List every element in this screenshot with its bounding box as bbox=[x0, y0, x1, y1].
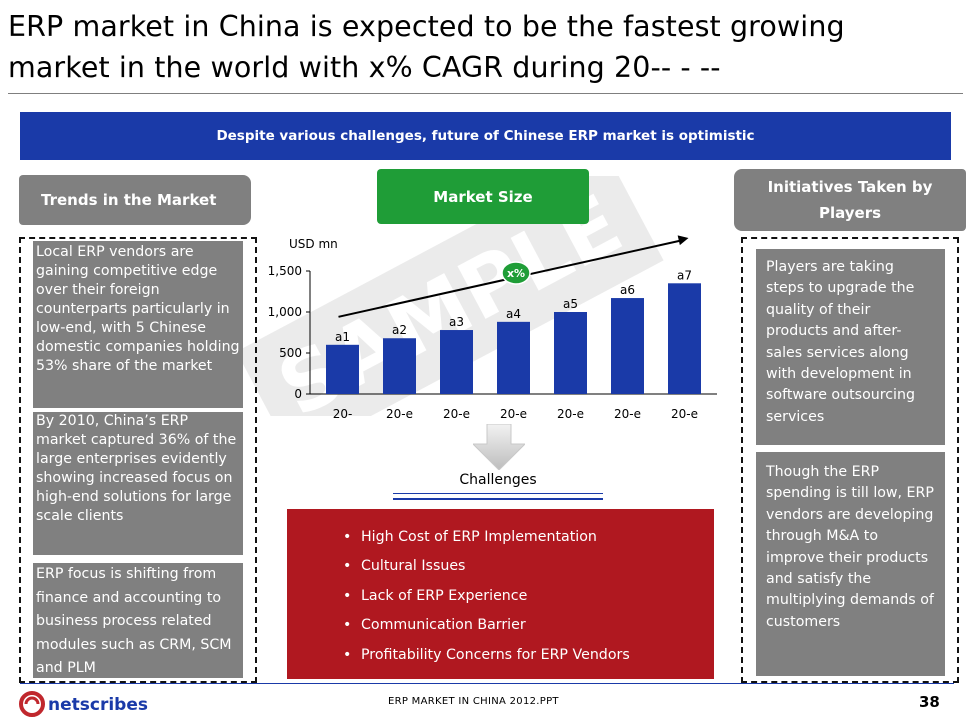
bar-data-label: a3 bbox=[449, 315, 464, 329]
y-tick-label: 500 bbox=[279, 346, 302, 360]
right-dashed-frame bbox=[741, 237, 959, 683]
bar-data-label: a7 bbox=[677, 268, 692, 282]
page-number: 38 bbox=[919, 693, 940, 711]
bar-data-label: a6 bbox=[620, 283, 635, 297]
initiatives-header: Initiatives Taken by Players bbox=[734, 169, 966, 231]
bar bbox=[497, 321, 530, 394]
challenges-label: Challenges bbox=[459, 472, 537, 488]
trend-box-3: ERP focus is shifting from finance and a… bbox=[33, 563, 243, 678]
x-tick-label: 20- bbox=[333, 407, 353, 421]
slide-title: ERP market in China is expected to be th… bbox=[8, 6, 958, 88]
bar-data-label: a1 bbox=[335, 330, 350, 344]
initiative-box-2: Though the ERP spending is till low, ERP… bbox=[756, 452, 945, 676]
slide-title-line2: market in the world with x% CAGR during … bbox=[8, 51, 721, 84]
market-size-chart: USD mn 0 500 1,000 1,500 a1 20- a2 20-e a3 20-e a4 2… bbox=[268, 235, 717, 421]
logo-wordmark: netscribes bbox=[48, 695, 148, 715]
summary-banner: Despite various challenges, future of Ch… bbox=[20, 112, 951, 160]
bar bbox=[611, 298, 644, 394]
x-tick-label: 20-e bbox=[557, 407, 584, 421]
bar bbox=[668, 283, 701, 394]
x-tick-label: 20-e bbox=[500, 407, 527, 421]
title-divider bbox=[8, 93, 963, 94]
bar bbox=[440, 330, 473, 394]
bar-data-label: a5 bbox=[563, 297, 578, 311]
market-size-header: Market Size bbox=[377, 169, 589, 224]
y-tick-label: 1,000 bbox=[268, 305, 302, 319]
challenges-underline bbox=[393, 493, 603, 500]
challenge-item: Lack of ERP Experience bbox=[343, 582, 714, 612]
bar bbox=[554, 312, 587, 394]
x-tick-label: 20-e bbox=[671, 407, 698, 421]
initiative-box-1: Players are taking steps to upgrade the … bbox=[756, 249, 945, 445]
challenge-item: High Cost of ERP Implementation bbox=[343, 523, 714, 553]
x-tick-label: 20-e bbox=[614, 407, 641, 421]
trend-box-1: Local ERP vendors are gaining competitiv… bbox=[33, 241, 243, 408]
bar-data-label: a4 bbox=[506, 307, 521, 321]
cagr-label: x% bbox=[507, 267, 525, 280]
slide-title-line1: ERP market in China is expected to be th… bbox=[8, 10, 845, 43]
cagr-arrow-head bbox=[677, 235, 689, 246]
y-axis-label: USD mn bbox=[289, 237, 338, 251]
challenges-box: High Cost of ERP Implementation Cultural… bbox=[287, 509, 714, 679]
cagr-badge bbox=[501, 261, 531, 285]
y-tick-label: 1,500 bbox=[268, 264, 302, 278]
bar-data-label: a2 bbox=[392, 323, 407, 337]
challenge-item: Communication Barrier bbox=[343, 611, 714, 641]
footer-filename: ERP MARKET IN CHINA 2012.PPT bbox=[388, 696, 559, 707]
x-tick-label: 20-e bbox=[386, 407, 413, 421]
bar bbox=[383, 338, 416, 394]
y-tick-label: 0 bbox=[294, 387, 302, 401]
netscribes-logo: netscribes bbox=[19, 691, 148, 717]
challenge-item: Profitability Concerns for ERP Vendors bbox=[343, 641, 714, 671]
challenges-list: High Cost of ERP Implementation Cultural… bbox=[287, 509, 714, 670]
x-tick-label: 20-e bbox=[443, 407, 470, 421]
down-arrow-icon bbox=[473, 424, 525, 470]
challenge-item: Cultural Issues bbox=[343, 552, 714, 582]
bar bbox=[326, 344, 359, 394]
trend-box-2: By 2010, China’s ERP market captured 36%… bbox=[33, 412, 243, 555]
left-dashed-frame bbox=[19, 237, 257, 683]
footer-divider bbox=[20, 683, 954, 684]
trends-header: Trends in the Market bbox=[19, 175, 251, 225]
